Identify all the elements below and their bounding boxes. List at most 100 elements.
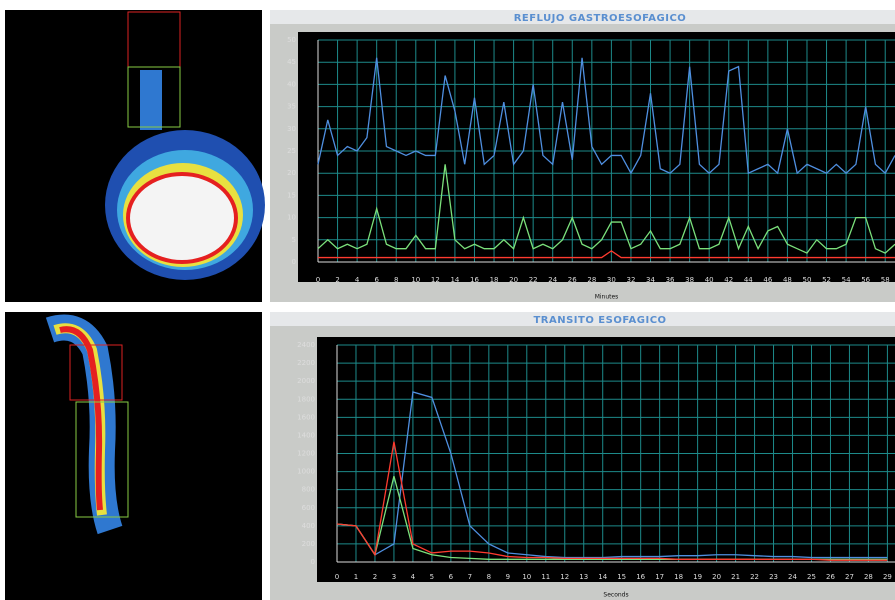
y-tick-label: 30 (287, 125, 296, 133)
x-tick-label: 4 (355, 276, 360, 284)
line-series (336, 441, 888, 561)
x-tick-label: 28 (587, 276, 596, 284)
y-tick-label: 20 (287, 169, 296, 177)
x-tick-label: 12 (431, 276, 440, 284)
y-tick-label: 1400 (297, 431, 315, 439)
line-series (317, 57, 895, 175)
x-tick-label: 28 (864, 573, 873, 581)
y-tick-label: 15 (287, 191, 296, 199)
x-tick-label: 50 (803, 276, 812, 284)
x-tick-label: 48 (783, 276, 792, 284)
x-tick-label: 46 (763, 276, 772, 284)
x-tick-label: 2 (335, 276, 339, 284)
x-tick-label: 22 (529, 276, 538, 284)
roi (75, 401, 129, 518)
x-tick-label: 20 (509, 276, 518, 284)
x-tick-label: 36 (666, 276, 675, 284)
x-tick-label: 5 (430, 573, 434, 581)
x-tick-label: 30 (607, 276, 616, 284)
x-tick-label: 7 (468, 573, 472, 581)
y-tick-label: 50 (287, 36, 296, 44)
roi (69, 344, 123, 401)
x-tick-label: 16 (636, 573, 645, 581)
x-tick-label: 6 (449, 573, 454, 581)
x-tick-label: 11 (541, 573, 550, 581)
x-tick-label: 4 (411, 573, 416, 581)
title-bar (270, 10, 895, 24)
x-tick-label: 16 (470, 276, 479, 284)
title-bar (270, 312, 895, 326)
y-tick-label: 0 (311, 558, 315, 566)
x-tick-label: 52 (822, 276, 831, 284)
y-tick-label: 1600 (297, 413, 315, 421)
y-tick-label: 2400 (297, 341, 315, 349)
x-tick-label: 14 (598, 573, 607, 581)
y-tick-label: 800 (302, 486, 315, 494)
x-tick-label: 10 (411, 276, 420, 284)
x-tick-label: 0 (316, 276, 320, 284)
y-tick-label: 45 (287, 58, 296, 66)
x-tick-label: 18 (674, 573, 683, 581)
chart-title: TRANSITO ESOFAGICO (533, 315, 666, 326)
x-tick-label: 3 (392, 573, 396, 581)
x-tick-label: 54 (842, 276, 851, 284)
x-tick-label: 2 (373, 573, 377, 581)
y-tick-label: 400 (302, 522, 315, 530)
y-tick-label: 1800 (297, 395, 315, 403)
x-tick-label: 8 (394, 276, 398, 284)
x-tick-label: 23 (769, 573, 778, 581)
x-tick-label: 24 (788, 573, 797, 581)
x-tick-label: 29 (883, 573, 892, 581)
y-tick-label: 35 (287, 103, 296, 111)
x-tick-label: 38 (685, 276, 694, 284)
y-tick-label: 25 (287, 147, 296, 155)
x-tick-label: 25 (807, 573, 816, 581)
y-tick-label: 40 (287, 80, 296, 88)
x-tick-label: 12 (560, 573, 569, 581)
y-tick-label: 1200 (297, 450, 315, 458)
x-tick-label: 0 (335, 573, 339, 581)
x-tick-label: 15 (617, 573, 626, 581)
chart-title: REFLUJO GASTROESOFAGICO (514, 13, 687, 24)
x-tick-label: 8 (487, 573, 491, 581)
y-tick-label: 600 (302, 504, 315, 512)
y-tick-label: 2200 (297, 359, 315, 367)
x-tick-label: 40 (705, 276, 714, 284)
x-tick-label: 19 (693, 573, 702, 581)
x-tick-label: 44 (744, 276, 753, 284)
x-tick-label: 13 (579, 573, 588, 581)
x-tick-label: 21 (731, 573, 740, 581)
y-tick-label: 5 (292, 236, 296, 244)
x-tick-label: 1 (354, 573, 358, 581)
roi (127, 66, 181, 128)
x-tick-label: 42 (724, 276, 733, 284)
line-series (317, 164, 895, 254)
x-tick-label: 24 (548, 276, 557, 284)
line-series (336, 391, 888, 559)
x-tick-label: 6 (374, 276, 379, 284)
y-tick-label: 1000 (297, 468, 315, 476)
x-tick-label: 32 (626, 276, 635, 284)
y-tick-label: 2000 (297, 377, 315, 385)
x-tick-label: 18 (490, 276, 499, 284)
x-tick-label: 26 (826, 573, 835, 581)
x-tick-label: 26 (568, 276, 577, 284)
x-tick-label: 20 (712, 573, 721, 581)
x-tick-label: 27 (845, 573, 854, 581)
x-tick-label: 10 (522, 573, 531, 581)
blob (130, 176, 234, 260)
blob (140, 70, 162, 130)
y-tick-label: 0 (292, 258, 296, 266)
x-tick-label: 34 (646, 276, 655, 284)
x-tick-label: 14 (450, 276, 459, 284)
x-axis-label: Minutes (595, 294, 619, 301)
chart: REFLUJO GASTROESOFAGICO05101520253035404… (270, 10, 895, 302)
x-tick-label: 58 (881, 276, 890, 284)
x-axis-label: Seconds (603, 592, 628, 599)
plot-area (317, 337, 895, 582)
plot-area (298, 32, 895, 282)
x-tick-label: 9 (506, 573, 510, 581)
x-tick-label: 56 (861, 276, 870, 284)
